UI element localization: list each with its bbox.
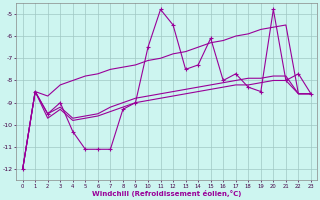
X-axis label: Windchill (Refroidissement éolien,°C): Windchill (Refroidissement éolien,°C) bbox=[92, 190, 242, 197]
